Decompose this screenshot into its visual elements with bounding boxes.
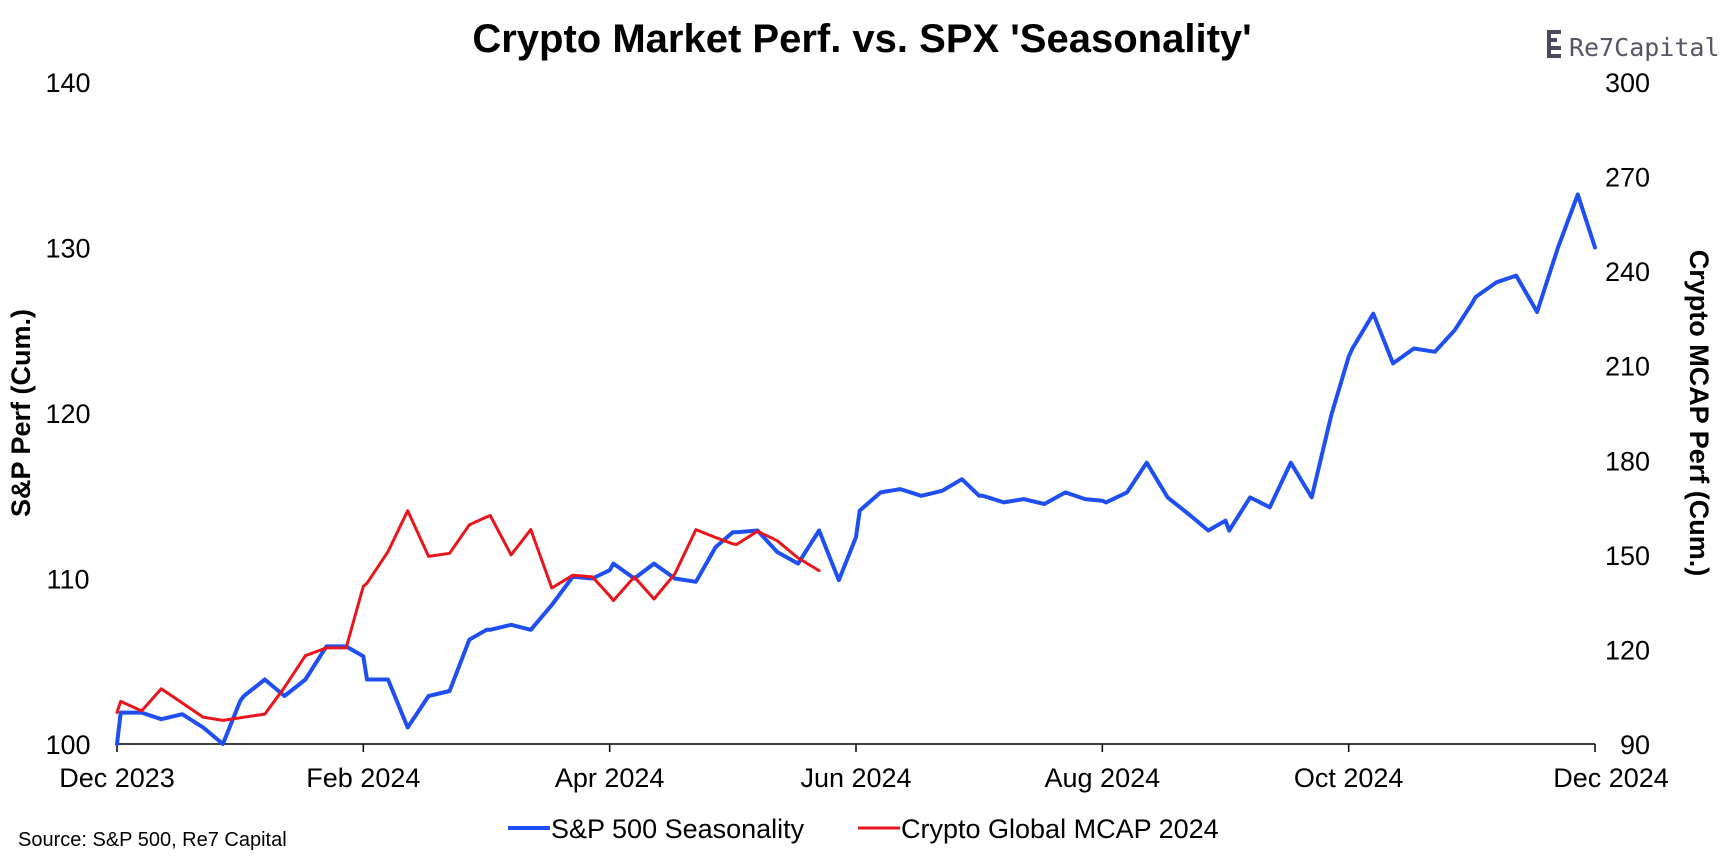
x-tick-label: Aug 2024 <box>1045 763 1161 793</box>
y2-tick-label: 210 <box>1605 352 1650 382</box>
legend-label-crypto: Crypto Global MCAP 2024 <box>901 814 1219 844</box>
x-tick-label: Feb 2024 <box>306 763 420 793</box>
legend-label-sp500: S&P 500 Seasonality <box>551 814 805 844</box>
x-tick-label: Jun 2024 <box>800 763 911 793</box>
y-tick-label: 120 <box>45 399 90 429</box>
y-axis-right-title: Crypto MCAP Perf (Cum.) <box>1684 250 1714 577</box>
y2-tick-label: 150 <box>1605 541 1650 571</box>
y2-tick-label: 180 <box>1605 446 1650 476</box>
y-tick-label: 140 <box>45 68 90 98</box>
x-tick-label: Dec 2023 <box>59 763 175 793</box>
y2-tick-label: 90 <box>1620 730 1650 760</box>
y-axis-left-title: S&P Perf (Cum.) <box>6 309 36 517</box>
source-note: Source: S&P 500, Re7 Capital <box>18 829 287 851</box>
logo-text: Re7Capital <box>1569 33 1720 62</box>
y-tick-label: 110 <box>46 565 89 595</box>
x-axis-ticks: Dec 2023 Feb 2024 Apr 2024 Jun 2024 Aug 2024… <box>59 744 1669 793</box>
y-tick-label: 130 <box>45 234 90 264</box>
legend: S&P 500 Seasonality Crypto Global MCAP 2… <box>508 814 1219 844</box>
x-tick-label: Dec 2024 <box>1553 763 1669 793</box>
y-axis-right-ticks: 90 120 150 180 210 240 270 300 <box>1605 68 1650 760</box>
logo: Re7Capital <box>1547 30 1720 62</box>
y2-tick-label: 120 <box>1605 635 1650 665</box>
y-axis-left-ticks: 100 110 120 130 140 <box>45 68 90 760</box>
chart-title: Crypto Market Perf. vs. SPX 'Seasonality… <box>472 17 1251 61</box>
y2-tick-label: 240 <box>1605 257 1650 287</box>
y-tick-label: 100 <box>45 730 90 760</box>
series-line-crypto-mcap <box>115 509 821 722</box>
y2-tick-label: 300 <box>1605 68 1650 98</box>
series-line-sp500 <box>115 192 1597 746</box>
y2-tick-label: 270 <box>1605 163 1650 193</box>
x-tick-label: Oct 2024 <box>1294 763 1404 793</box>
x-tick-label: Apr 2024 <box>555 763 665 793</box>
